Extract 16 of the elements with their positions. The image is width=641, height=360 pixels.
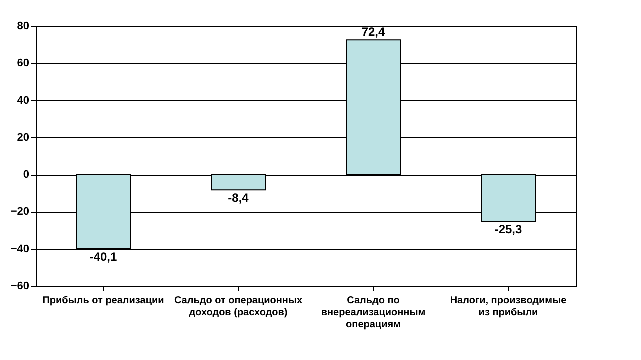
x-tick-label: Налоги, производимые из прибыли: [450, 296, 568, 318]
x-tick-label: Сальдо от операционных доходов (расходов): [174, 296, 304, 318]
y-tick-label: −40: [10, 243, 30, 256]
y-tick-label: 0: [23, 169, 30, 182]
y-tick-label: −60: [10, 280, 30, 292]
y-tick-label: 40: [17, 94, 30, 107]
y-tick-label: 80: [17, 20, 30, 32]
data-label: -25,3: [494, 222, 522, 237]
y-tick-label: 20: [17, 132, 30, 144]
x-tick-label: Сальдо по внереализационным операциям: [321, 296, 426, 330]
data-label: -40,1: [90, 250, 118, 264]
y-tick-label: 60: [17, 58, 30, 70]
y-tick-label: −20: [10, 206, 30, 218]
data-label: 72,4: [362, 25, 386, 40]
data-label: -8,4: [228, 191, 250, 206]
x-tick-label: Прибыль от реализации: [42, 296, 164, 306]
